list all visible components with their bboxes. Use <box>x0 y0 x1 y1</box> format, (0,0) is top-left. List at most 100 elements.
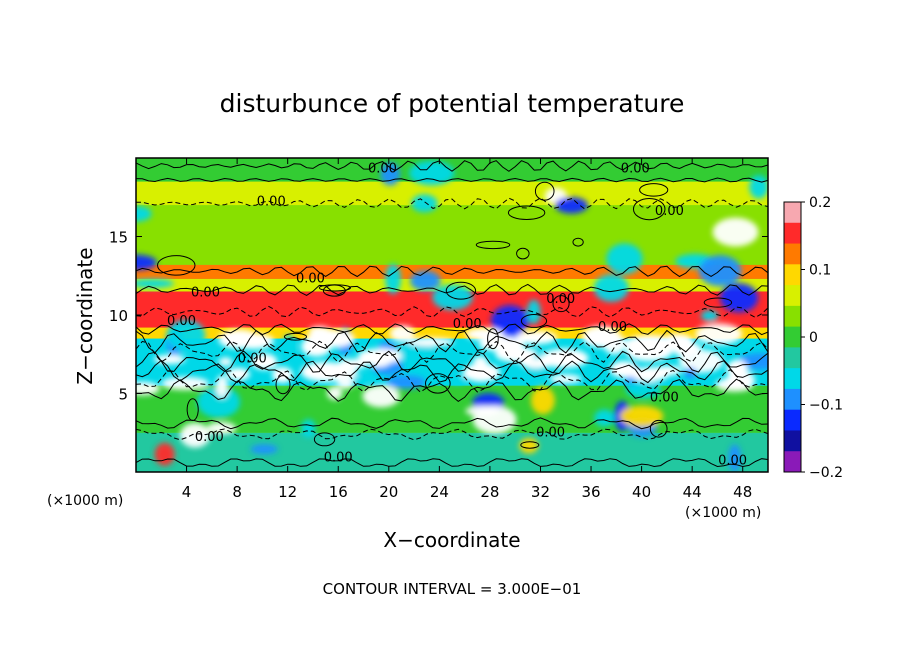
field-blob <box>136 381 160 396</box>
contour-loop <box>572 237 584 247</box>
field-blob <box>385 263 401 294</box>
x-tick-label: 44 <box>683 483 702 501</box>
colorbar-swatch <box>784 409 801 431</box>
contour-loop <box>520 441 540 449</box>
field-blob <box>136 254 157 271</box>
contour-loop <box>475 240 511 250</box>
y-tick-label: 5 <box>118 386 128 404</box>
field-blob <box>726 359 748 378</box>
field-blob <box>250 444 278 455</box>
field-blob <box>749 175 768 199</box>
contour-label: 0.00 <box>191 286 220 301</box>
field-blob <box>554 197 589 214</box>
field-blob <box>226 367 250 381</box>
field-blob <box>594 409 615 427</box>
colorbar-swatch <box>784 243 801 265</box>
x-tick-label: 48 <box>733 483 752 501</box>
field-blob <box>519 437 539 454</box>
contour-loop <box>313 432 336 447</box>
field-blob <box>609 361 638 378</box>
field-blob <box>712 217 759 247</box>
field-blob <box>448 374 467 385</box>
field-blob <box>136 205 152 222</box>
colorbar-swatch <box>784 368 801 390</box>
field-blob <box>684 367 697 379</box>
x-tick-label: 32 <box>531 483 550 501</box>
contour-line <box>136 417 768 430</box>
x-tick-label: 8 <box>232 483 242 501</box>
contour-line <box>136 378 768 403</box>
contour-loop <box>507 205 546 220</box>
field-blob <box>593 274 629 302</box>
field-blob <box>411 194 438 213</box>
field-blob <box>700 310 719 322</box>
colorbar-swatch <box>784 347 801 369</box>
x-tick-label: 20 <box>379 483 398 501</box>
colorbar-swatch <box>784 326 801 348</box>
field-blob <box>695 323 743 345</box>
field-blob <box>306 329 355 348</box>
plot-area: 0.00 0.00 0.00 0.00 0.00 0.00 0.00 0.00 0.00 0.00… <box>136 158 768 472</box>
colorbar-swatch <box>784 264 801 286</box>
contour-loop <box>157 255 196 276</box>
field-blob <box>519 358 555 369</box>
contour-line <box>136 329 768 354</box>
field-blob <box>462 363 501 382</box>
contour-label: 0.00 <box>324 450 353 465</box>
colorbar-tick-label: 0.2 <box>809 195 831 211</box>
contour-loop <box>283 332 308 341</box>
contour-line <box>136 359 768 384</box>
y-axis: 5 10 15 <box>109 229 768 404</box>
contour-label: 0.00 <box>453 317 482 332</box>
x-tick-label: 28 <box>480 483 499 501</box>
contour-label: 0.00 <box>368 161 397 176</box>
x-tick-label: 24 <box>430 483 449 501</box>
field-blob <box>218 357 233 367</box>
field-blob <box>215 375 229 398</box>
contour-loop <box>632 197 666 221</box>
field-blob <box>166 319 206 351</box>
contour-line <box>136 265 768 278</box>
field-band <box>136 181 768 206</box>
colorbar-swatch <box>784 305 801 328</box>
contour-label: 0.00 <box>650 391 679 406</box>
contour-line <box>136 458 768 468</box>
contour-label: 0.00 <box>718 454 747 469</box>
colorbar-swatch <box>784 222 801 245</box>
contour-label: 0.00 <box>257 194 286 209</box>
contour-loop <box>639 183 669 197</box>
contour-line <box>136 323 768 336</box>
field-blob <box>136 279 175 288</box>
contour-loop <box>552 295 570 313</box>
x-tick-label: 4 <box>182 483 192 501</box>
field-blob <box>491 305 529 337</box>
field-blob <box>620 405 664 427</box>
x-unit-label-right: (×1000 m) <box>685 505 761 521</box>
field-blob <box>582 325 621 348</box>
field-blob <box>625 341 673 362</box>
field-blob <box>232 332 275 350</box>
colorbar-swatch <box>784 430 801 452</box>
field-blob <box>197 385 241 418</box>
contour-line <box>136 350 768 374</box>
field-blob <box>300 361 349 382</box>
field-blob <box>407 337 455 347</box>
field-blob <box>327 386 343 400</box>
x-axis-label: X−coordinate <box>383 528 520 552</box>
colorbar-swatch <box>784 285 801 307</box>
contour-loop <box>487 328 499 350</box>
contour-label: 0.00 <box>195 430 224 445</box>
contour-loop <box>534 181 555 201</box>
y-tick-label: 15 <box>109 229 128 247</box>
contour-label: 0.00 <box>167 314 196 329</box>
field-blob <box>625 380 661 399</box>
field-blob <box>516 330 557 345</box>
colorbar: 0.2 0.1 0 −0.1 −0.2 <box>783 195 843 481</box>
field-blob <box>478 336 524 352</box>
y-tick-label: 10 <box>109 307 128 325</box>
field-blob <box>549 374 582 384</box>
field-blob <box>179 422 211 448</box>
contour-label: 0.00 <box>536 425 565 440</box>
colorbar-tick-label: 0.1 <box>809 263 831 279</box>
x-tick-label: 16 <box>329 483 348 501</box>
